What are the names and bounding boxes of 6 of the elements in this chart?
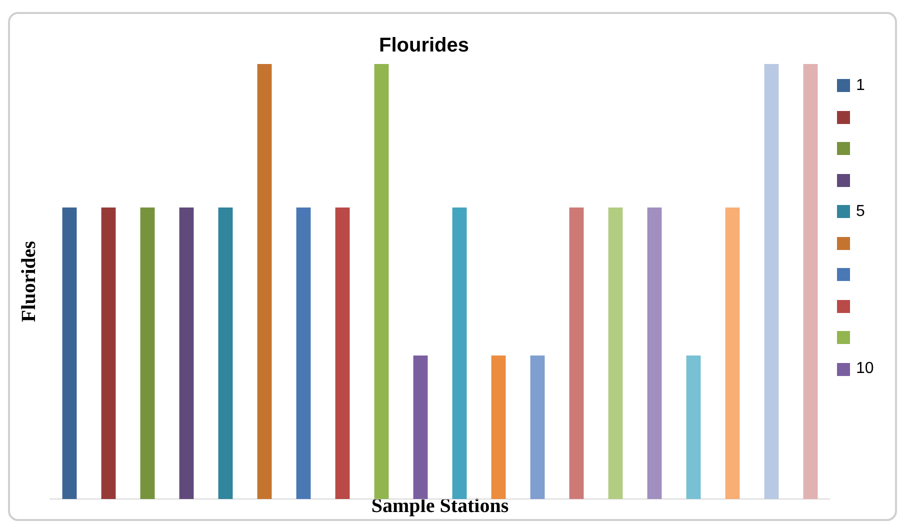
text: 10 [856, 360, 874, 378]
text: 5 [856, 202, 865, 221]
x-axis-title: Sample Stations [371, 495, 509, 518]
chart-title: Flourides [378, 34, 470, 57]
text: 1 [856, 76, 865, 95]
y-axis-title: Fluorides [18, 240, 40, 322]
